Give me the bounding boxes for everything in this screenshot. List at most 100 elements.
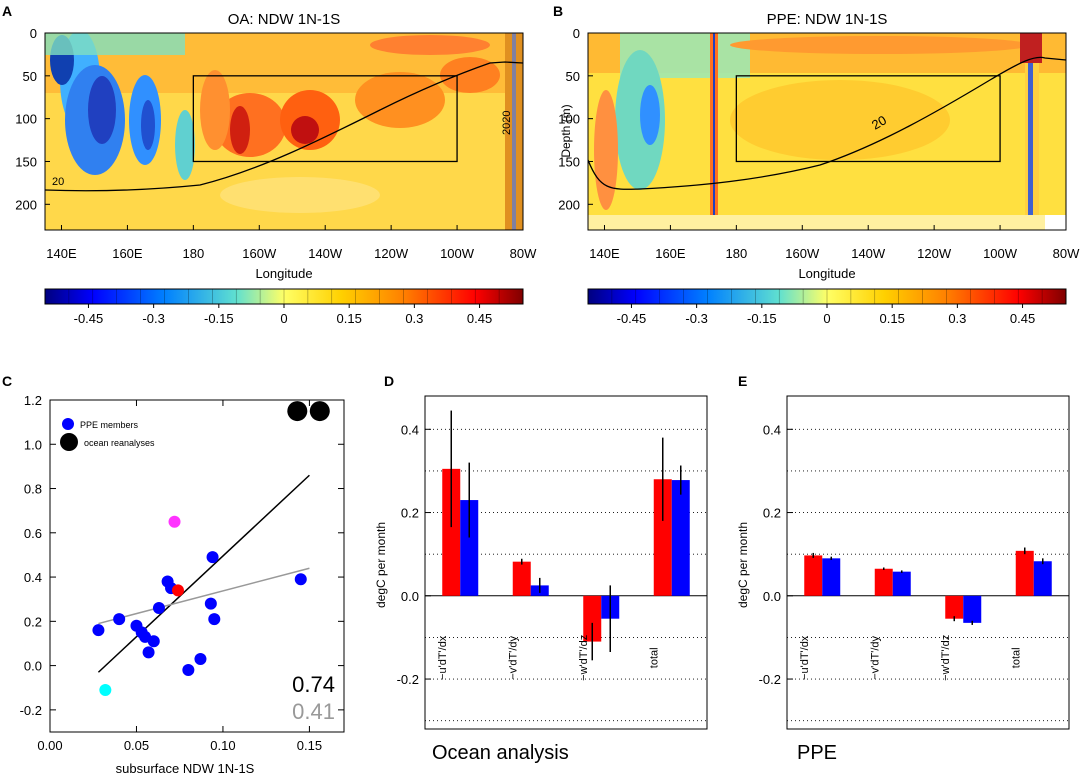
colorbar-tick-label: 0: [823, 311, 830, 326]
correlation-black: 0.74: [292, 672, 335, 697]
ytick-label: 0: [573, 26, 580, 41]
colorbar-tick-label: 0.3: [405, 311, 423, 326]
ppe-member-point: [147, 635, 160, 648]
ytick-label: 0.0: [401, 589, 419, 604]
heatmap-b: PPE: NDW 1N-1S 20 Depth (m) 140E 160E 180 1…: [558, 11, 1080, 326]
xtick-label: 120W: [374, 246, 409, 261]
category-label: −w'dT'/dz: [940, 635, 952, 681]
category-label: −u'dT'/dx: [799, 635, 811, 680]
panel-letter-d: D: [384, 373, 394, 389]
analysis-box: [192, 75, 458, 163]
bar-d-footer: Ocean analysis: [432, 742, 569, 764]
bar: [874, 568, 893, 596]
colorbar-tick-label: -0.3: [142, 311, 164, 326]
colorbar-tick-label: 0: [280, 311, 287, 326]
bar-chart-d: -0.2 0.0 0.2 0.4 −u'dT'/dx −v'dT'/dy −w'dT'/dz…: [374, 395, 708, 764]
heatmap-a-contour-label: 20: [52, 176, 64, 188]
ytick-label: 0.2: [401, 506, 419, 521]
ppe-member-point: [182, 664, 195, 677]
ytick-label: 0.0: [24, 659, 42, 674]
bar: [945, 595, 964, 619]
ytick-label: 100: [558, 112, 580, 127]
fit-line: [97, 474, 310, 673]
ytick-label: 0: [30, 26, 37, 41]
category-label: total: [1011, 647, 1023, 668]
colorbar-tick-label: -0.3: [685, 311, 707, 326]
ytick-label: -0.2: [759, 672, 781, 687]
fit-line: [98, 567, 310, 625]
category-label: −v'dT'/dy: [870, 635, 882, 679]
bar-e-footer: PPE: [797, 742, 837, 764]
heatmap-b-contour-label: 20: [869, 112, 889, 132]
bar: [653, 479, 672, 596]
ppe-member-point: [142, 646, 155, 659]
xtick-label: 140W: [308, 246, 343, 261]
bar-chart-e: -0.2 0.0 0.2 0.4 −u'dT'/dx −v'dT'/dy −w'dT'/dz…: [736, 395, 1070, 764]
ytick-label: 100: [15, 112, 37, 127]
xtick-label: 80W: [510, 246, 537, 261]
xtick-label: 140E: [46, 246, 77, 261]
ppe-member-point: [113, 613, 126, 626]
analysis-box: [735, 75, 1001, 163]
colorbar-tick-label: 0.45: [1010, 311, 1035, 326]
legend-marker-ppe: [62, 418, 74, 430]
colorbar-tick-label: -0.15: [747, 311, 777, 326]
ppe-member-point: [204, 597, 217, 610]
bar: [512, 561, 531, 596]
ppe-member-point: [92, 624, 105, 637]
xtick-label: 80W: [1053, 246, 1080, 261]
ytick-label: 50: [566, 69, 580, 84]
ytick-label: 0.0: [763, 589, 781, 604]
xtick-label: 160E: [112, 246, 143, 261]
panel-letter-a: A: [2, 3, 12, 19]
highlight-point: [99, 683, 112, 696]
xtick-label: 120W: [917, 246, 952, 261]
bar: [442, 468, 461, 596]
ppe-member-point: [152, 602, 165, 615]
ytick-label: 150: [558, 154, 580, 169]
colorbar-tick-label: 0.15: [880, 311, 905, 326]
colorbar-tick-label: 0.3: [948, 311, 966, 326]
ytick-label: 0.2: [763, 506, 781, 521]
ytick-label: 200: [558, 197, 580, 212]
heatmap-a-contour-label-2: 2020: [501, 111, 513, 135]
bar: [1033, 561, 1052, 596]
heatmap-b-title: PPE: NDW 1N-1S: [767, 11, 888, 28]
bar: [804, 555, 823, 596]
xtick-label: 0.05: [124, 738, 149, 753]
ytick-label: 0.4: [24, 570, 42, 585]
category-label: −v'dT'/dy: [508, 635, 520, 679]
heatmap-a: OA: NDW 1N-1S 20 2020: [15, 11, 537, 326]
ppe-member-point: [294, 573, 307, 586]
reanalysis-point: [287, 401, 308, 422]
scatter-c: -0.2 0.0 0.2 0.4 0.6 0.8 1.0 1.2 0.00 0.05 0.10 0.1…: [20, 393, 345, 773]
ytick-label: -0.2: [20, 703, 42, 718]
reanalysis-point: [309, 401, 330, 422]
highlight-point: [171, 584, 184, 597]
ytick-label: 0.8: [24, 482, 42, 497]
category-label: total: [649, 647, 661, 668]
legend-label-ppe: PPE members: [80, 420, 139, 430]
legend-label-reanalysis: ocean reanalyses: [84, 438, 155, 448]
xtick-label: 140W: [851, 246, 886, 261]
scatter-c-xlabel: subsurface NDW 1N-1S: [116, 761, 255, 773]
bar: [1015, 550, 1034, 596]
colorbar-tick-label: -0.15: [204, 311, 234, 326]
bar-d-ylabel: degC per month: [374, 522, 388, 608]
ppe-member-point: [208, 613, 221, 626]
ytick-label: 50: [23, 69, 37, 84]
ytick-label: 0.2: [24, 614, 42, 629]
colorbar-tick-label: -0.45: [74, 311, 104, 326]
xtick-label: 100W: [983, 246, 1018, 261]
xtick-label: 0.10: [210, 738, 235, 753]
xtick-label: 160W: [785, 246, 820, 261]
heatmap-b-field: [588, 33, 1066, 230]
xtick-label: 100W: [440, 246, 475, 261]
bar-e-ylabel: degC per month: [736, 522, 750, 608]
category-label: −w'dT'/dz: [578, 635, 590, 681]
xtick-label: 180: [725, 246, 747, 261]
ytick-label: 1.0: [24, 437, 42, 452]
bar: [583, 595, 602, 642]
panel-letter-c: C: [2, 373, 12, 389]
